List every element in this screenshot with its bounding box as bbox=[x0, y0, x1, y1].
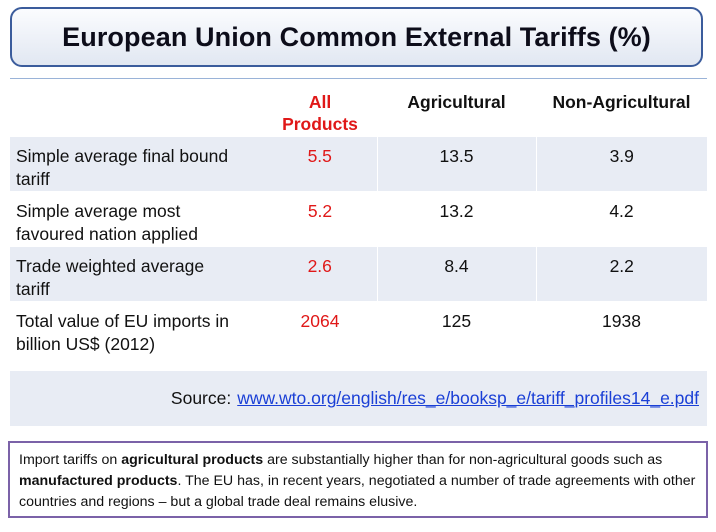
header-all-products: All Products bbox=[263, 78, 377, 137]
header-all-products-line2: Products bbox=[282, 114, 358, 134]
source-link[interactable]: www.wto.org/english/res_e/booksp_e/tarif… bbox=[237, 388, 699, 408]
cell-agricultural: 8.4 bbox=[376, 246, 536, 302]
row-label-line2: favoured nation applied bbox=[16, 224, 198, 244]
row-label-line1: Simple average most bbox=[16, 201, 181, 221]
table-row: Trade weighted average tariff 2.6 8.4 2.… bbox=[10, 246, 707, 302]
row-label-line2: tariff bbox=[16, 169, 50, 189]
cell-agricultural: 13.5 bbox=[376, 136, 536, 192]
cell-non-agricultural: 3.9 bbox=[535, 136, 707, 192]
note-text-part1: Import tariffs on bbox=[19, 452, 122, 468]
note-text-part3: . The EU has, in recent years, negotiate… bbox=[19, 473, 696, 510]
cell-all-products: 2.6 bbox=[307, 256, 332, 276]
row-label: Trade weighted average tariff bbox=[10, 247, 263, 302]
title-box: European Union Common External Tariffs (… bbox=[10, 7, 703, 67]
cell-non-agricultural: 2.2 bbox=[535, 246, 707, 302]
tariff-table: All Products Agricultural Non-Agricultur… bbox=[10, 78, 707, 357]
table-header-row: All Products Agricultural Non-Agricultur… bbox=[10, 78, 707, 137]
header-all-products-line1: All bbox=[308, 92, 332, 112]
cell-all-products: 5.2 bbox=[307, 201, 333, 221]
cell-non-agricultural: 1938 bbox=[602, 311, 641, 331]
page-title: European Union Common External Tariffs (… bbox=[62, 21, 651, 52]
cell-all-products: 2064 bbox=[300, 311, 340, 331]
note-bold-manufactured: manufactured products bbox=[19, 473, 178, 489]
summary-note: Import tariffs on agricultural products … bbox=[8, 441, 708, 518]
tariff-table-wrap: All Products Agricultural Non-Agricultur… bbox=[10, 78, 707, 357]
header-agricultural: Agricultural bbox=[377, 78, 536, 137]
header-non-agricultural: Non-Agricultural bbox=[536, 78, 707, 137]
header-label bbox=[10, 78, 263, 137]
row-label-line2: billion US$ (2012) bbox=[16, 334, 156, 354]
table-row: Simple average final bound tariff 5.5 13… bbox=[10, 136, 707, 192]
source-row: Source: www.wto.org/english/res_e/booksp… bbox=[10, 371, 707, 426]
row-label: Simple average most favoured nation appl… bbox=[10, 192, 263, 247]
source-label: Source: bbox=[170, 388, 232, 408]
cell-non-agricultural: 4.2 bbox=[609, 201, 634, 221]
cell-all-products: 5.5 bbox=[307, 146, 332, 166]
cell-agricultural: 125 bbox=[441, 311, 472, 331]
table-row: Simple average most favoured nation appl… bbox=[10, 191, 707, 247]
note-text-part2: are substantially higher than for non-ag… bbox=[263, 452, 663, 468]
row-label: Total value of EU imports in billion US$… bbox=[10, 302, 263, 357]
row-label-line1: Simple average final bound bbox=[16, 146, 229, 166]
cell-agricultural: 13.2 bbox=[439, 201, 474, 221]
row-label-line1: Total value of EU imports in bbox=[16, 311, 230, 331]
row-label-line2: tariff bbox=[16, 279, 50, 299]
note-bold-agricultural: agricultural products bbox=[121, 452, 264, 468]
row-label: Simple average final bound tariff bbox=[10, 137, 263, 192]
table-row: Total value of EU imports in billion US$… bbox=[10, 301, 707, 357]
row-label-line1: Trade weighted average bbox=[16, 256, 205, 276]
